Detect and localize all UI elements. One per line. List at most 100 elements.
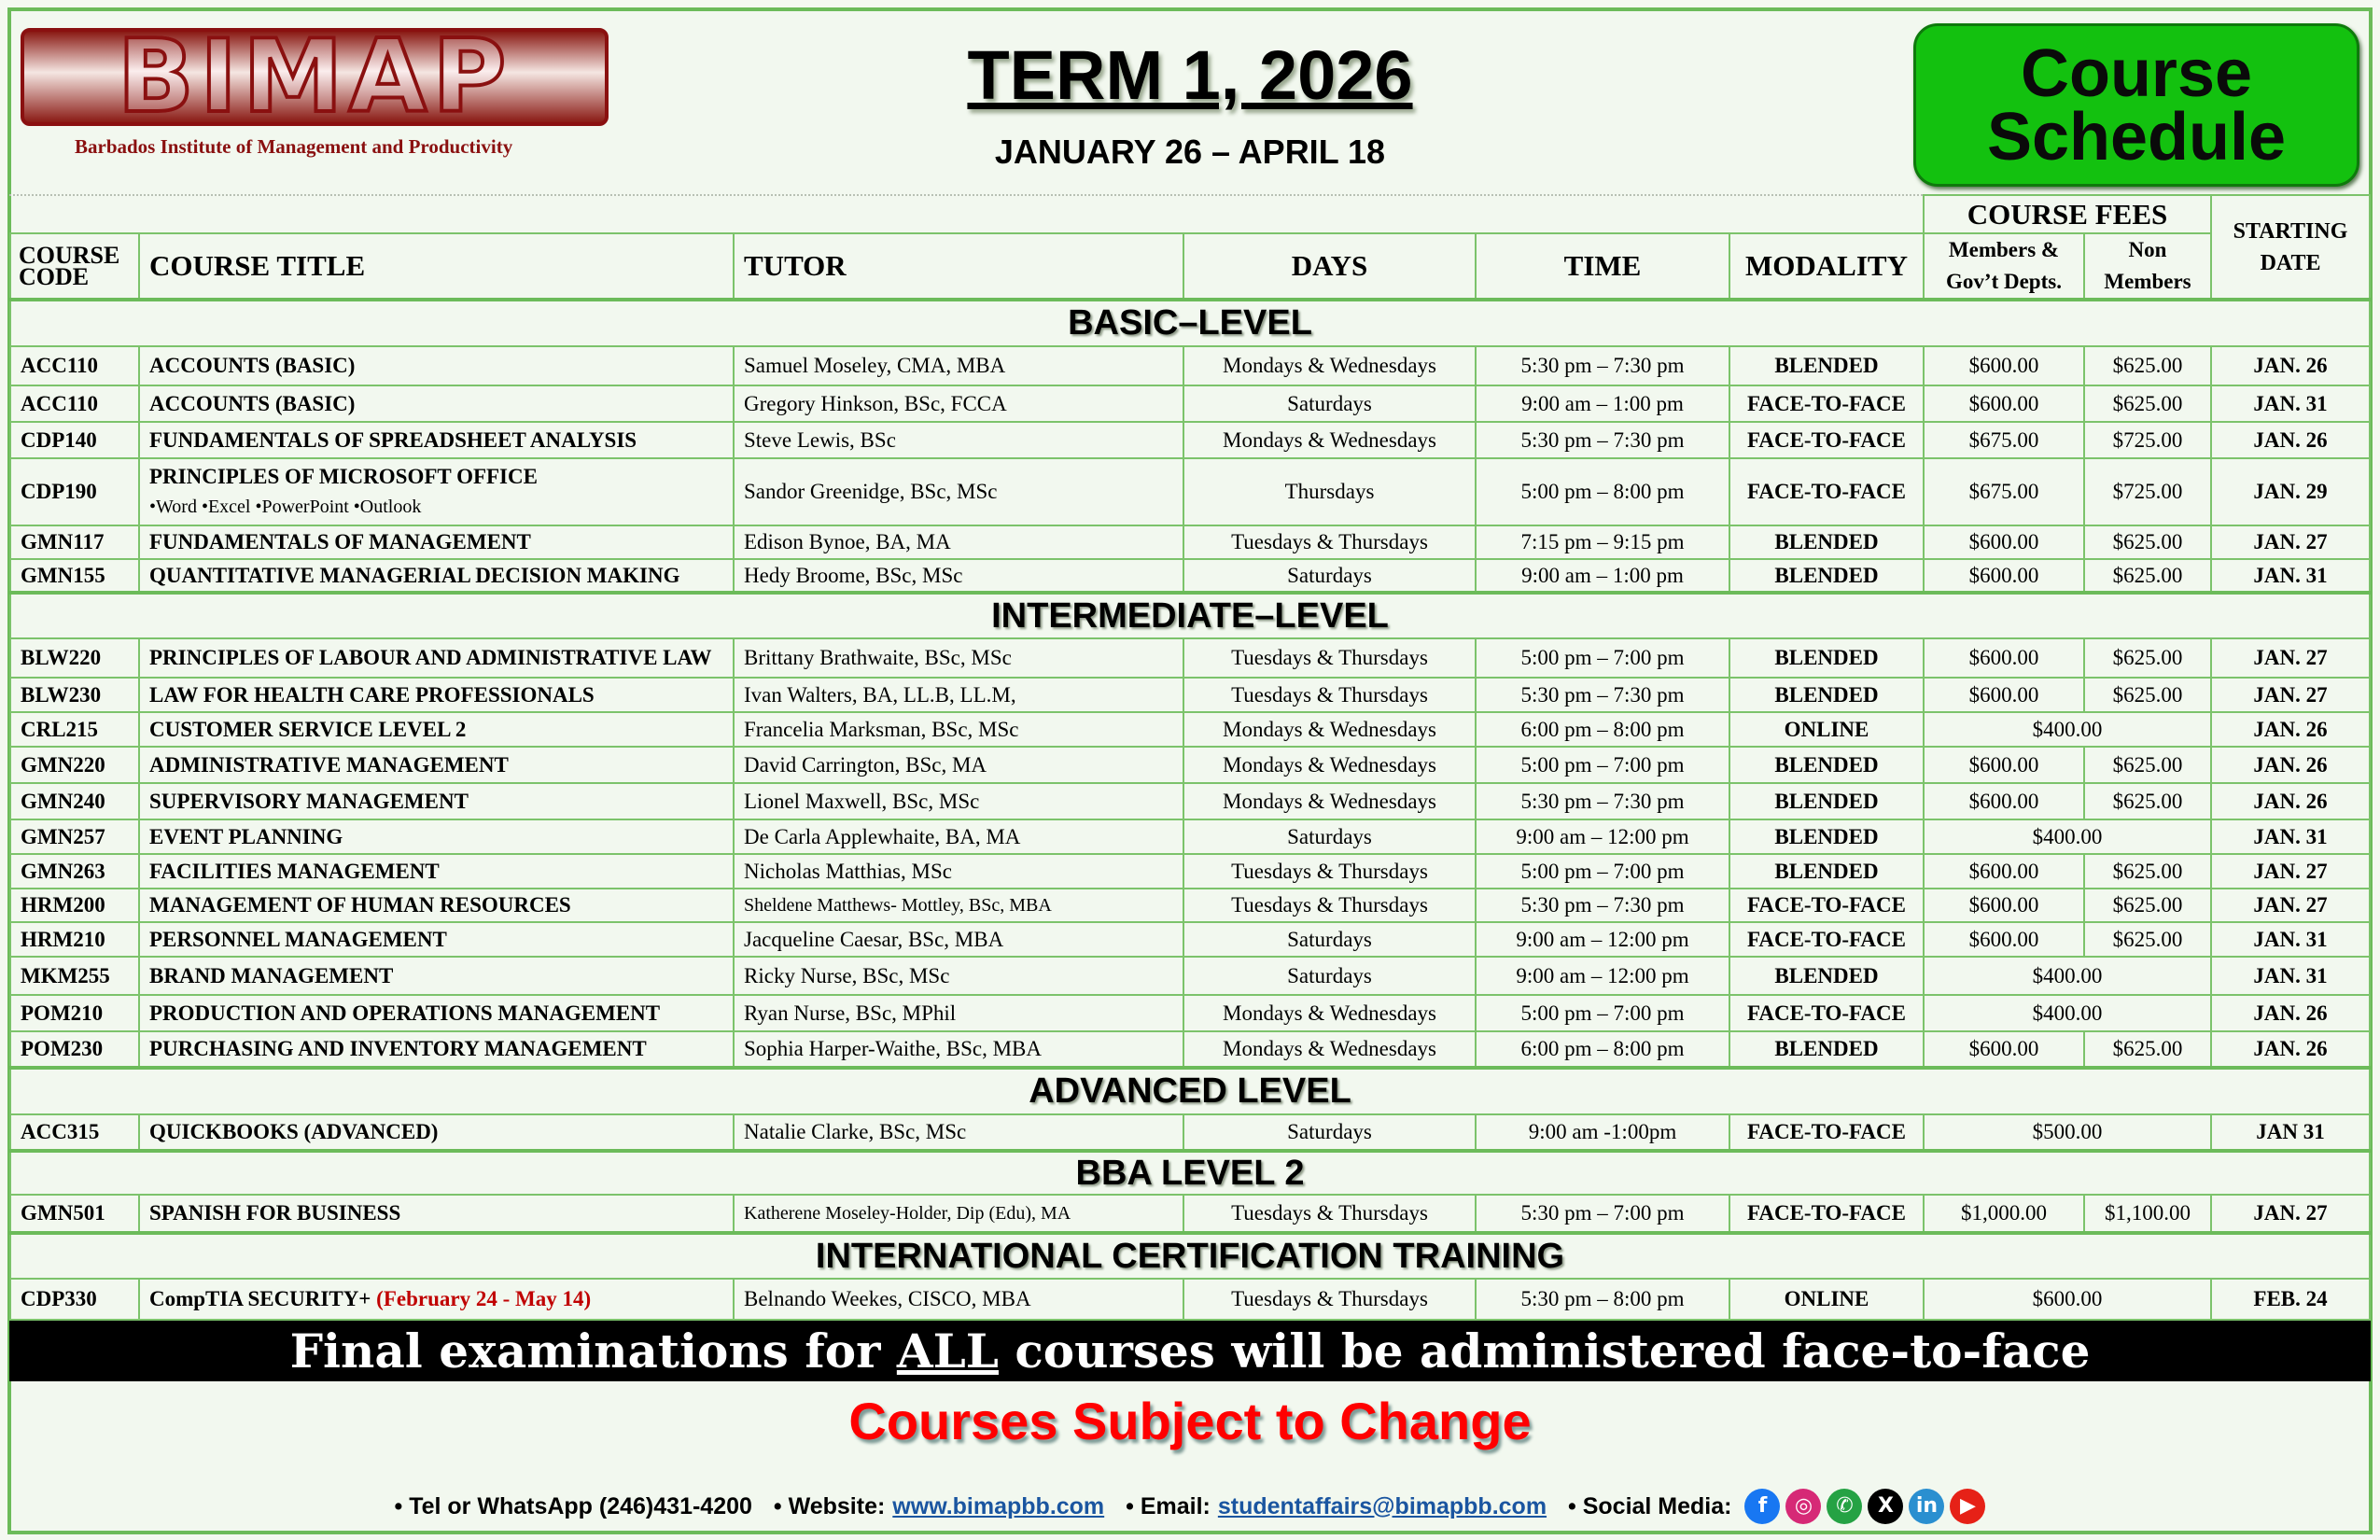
non-members-fee: $625.00	[2082, 637, 2213, 679]
starting-date: JAN. 27	[2210, 677, 2372, 713]
time: 9:00 am – 12:00 pm	[1475, 819, 1730, 855]
members-fee: $675.00	[1923, 457, 2085, 526]
days: Saturdays	[1183, 1113, 1477, 1152]
time: 9:00 am – 12:00 pm	[1475, 956, 1730, 996]
website-link[interactable]: www.bimapbb.com	[892, 1492, 1105, 1519]
modality: ONLINE	[1729, 711, 1925, 748]
course-title: SUPERVISORY MANAGEMENT	[138, 782, 735, 820]
contact-footer: • Tel or WhatsApp (246)431-4200 • Websit…	[0, 1489, 2380, 1524]
time: 9:00 am – 1:00 pm	[1475, 558, 1730, 594]
course-schedule-badge: Course Schedule	[1913, 23, 2359, 187]
linkedin-icon[interactable]: in	[1909, 1489, 1945, 1524]
course-code: CRL215	[9, 711, 140, 748]
course-title: SPANISH FOR BUSINESS	[138, 1194, 735, 1234]
starting-date: JAN. 26	[2210, 994, 2372, 1032]
course-row: POM230 PURCHASING AND INVENTORY MANAGEMEN…	[9, 1030, 2372, 1069]
course-row: HRM200 MANAGEMENT OF HUMAN RESOURCES Sheld…	[9, 888, 2372, 923]
modality: FACE-TO-FACE	[1729, 385, 1925, 423]
modality: BLENDED	[1729, 1030, 1925, 1069]
course-row: HRM210 PERSONNEL MANAGEMENT Jacqueline Cae…	[9, 921, 2372, 958]
course-row: BLW220 PRINCIPLES OF LABOUR AND ADMINISTR…	[9, 637, 2372, 679]
logo-subtitle: Barbados Institute of Management and Pro…	[75, 135, 513, 158]
course-code: GMN155	[9, 558, 140, 594]
course-row: GMN501 SPANISH FOR BUSINESS Katherene Mose…	[9, 1194, 2372, 1234]
section-header: INTERMEDIATE–LEVEL	[8, 591, 2372, 639]
tutor: Sophia Harper-Waithe, BSc, MBA	[733, 1030, 1184, 1069]
members-fee: $600.00	[1923, 525, 2085, 560]
youtube-icon[interactable]: ▶	[1950, 1489, 1986, 1524]
tutor: Francelia Marksman, BSc, MSc	[733, 711, 1184, 748]
modality: BLENDED	[1729, 525, 1925, 560]
course-title: ACCOUNTS (BASIC)	[138, 345, 735, 386]
section-header: BBA LEVEL 2	[8, 1149, 2372, 1196]
modality: FACE-TO-FACE	[1729, 421, 1925, 459]
time: 5:00 pm – 7:00 pm	[1475, 853, 1730, 889]
course-title: PRINCIPLES OF MICROSOFT OFFICE •Word •Exc…	[138, 457, 735, 526]
section-title: BBA LEVEL 2	[8, 1149, 2372, 1196]
modality: BLENDED	[1729, 956, 1925, 996]
course-code-header: COURSE CODE	[9, 232, 140, 301]
facebook-icon[interactable]: f	[1744, 1489, 1781, 1524]
course-title: BRAND MANAGEMENT	[138, 956, 735, 996]
starting-date: JAN. 26	[2210, 1030, 2372, 1069]
tutor: Steve Lewis, BSc	[733, 421, 1184, 459]
members-fee: $600.00	[1923, 782, 2085, 820]
course-code: GMN240	[9, 782, 140, 820]
instagram-icon[interactable]: ◎	[1785, 1489, 1822, 1524]
course-code: GMN501	[9, 1194, 140, 1234]
days: Mondays & Wednesdays	[1183, 345, 1477, 386]
course-code: CDP330	[9, 1278, 140, 1321]
course-title: FACILITIES MANAGEMENT	[138, 853, 735, 889]
non-members-fee: $625.00	[2082, 782, 2213, 820]
section-header: BASIC–LEVEL	[8, 298, 2372, 347]
course-row: CRL215 CUSTOMER SERVICE LEVEL 2 Francelia …	[9, 711, 2372, 748]
starting-date: JAN. 31	[2210, 956, 2372, 996]
modality: BLENDED	[1729, 558, 1925, 594]
course-title: PRINCIPLES OF LABOUR AND ADMINISTRATIVE …	[138, 637, 735, 679]
tutor: Ricky Nurse, BSc, MSc	[733, 956, 1184, 996]
schedule-table: COURSE FEES STARTING DATE COURSE CODE CO…	[8, 194, 2372, 1321]
starting-date: JAN. 27	[2210, 637, 2372, 679]
days: Tuesdays & Thursdays	[1183, 1278, 1477, 1321]
non-members-fee: $625.00	[2082, 677, 2213, 713]
course-title-text: FUNDAMENTALS OF MANAGEMENT	[149, 530, 531, 553]
course-title: LAW FOR HEALTH CARE PROFESSIONALS	[138, 677, 735, 713]
course-row: CDP190 PRINCIPLES OF MICROSOFT OFFICE •Wor…	[9, 457, 2372, 526]
time: 5:30 pm – 7:30 pm	[1475, 421, 1730, 459]
starting-date: JAN. 27	[2210, 525, 2372, 560]
course-row: POM210 PRODUCTION AND OPERATIONS MANAGEME…	[9, 994, 2372, 1032]
course-fees-header: COURSE FEES	[1922, 194, 2213, 234]
whatsapp-icon[interactable]: ✆	[1827, 1489, 1863, 1524]
course-title-text: MANAGEMENT OF HUMAN RESOURCES	[149, 893, 571, 917]
time: 5:30 pm – 8:00 pm	[1475, 1278, 1730, 1321]
days: Mondays & Wednesdays	[1183, 711, 1477, 748]
days: Tuesdays & Thursdays	[1183, 677, 1477, 713]
course-fee: $400.00	[1922, 956, 2213, 996]
starting-date: JAN. 27	[2210, 853, 2372, 889]
modality: BLENDED	[1729, 345, 1925, 386]
tutor: Natalie Clarke, BSc, MSc	[733, 1113, 1184, 1152]
modality: BLENDED	[1729, 819, 1925, 855]
modality: FACE-TO-FACE	[1729, 1113, 1925, 1152]
course-row: CDP140 FUNDAMENTALS OF SPREADSHEET ANALYS…	[9, 421, 2372, 459]
bimap-logo: BIMAP	[21, 28, 609, 126]
members-fee: $600.00	[1923, 677, 2085, 713]
course-row: ACC315 QUICKBOOKS (ADVANCED) Natalie Clark…	[9, 1113, 2372, 1152]
course-code: BLW230	[9, 677, 140, 713]
course-fee: $400.00	[1922, 711, 2213, 748]
course-code: BLW220	[9, 637, 140, 679]
modality: BLENDED	[1729, 782, 1925, 820]
course-title: CompTIA SECURITY+ (February 24 - May 14)	[138, 1278, 735, 1321]
x-icon[interactable]: X	[1868, 1489, 1904, 1524]
course-row: CDP330 CompTIA SECURITY+ (February 24 - M…	[9, 1278, 2372, 1321]
email-link[interactable]: studentaffairs@bimapbb.com	[1217, 1492, 1547, 1519]
section-title: INTERNATIONAL CERTIFICATION TRAINING	[8, 1231, 2372, 1280]
days-header: DAYS	[1183, 232, 1477, 301]
course-row: GMN263 FACILITIES MANAGEMENT Nicholas Matt…	[9, 853, 2372, 889]
section-header: ADVANCED LEVEL	[8, 1066, 2372, 1115]
tutor: Belnando Weekes, CISCO, MBA	[733, 1278, 1184, 1321]
starting-date: JAN. 29	[2210, 457, 2372, 526]
starting-date: JAN. 26	[2210, 421, 2372, 459]
course-code: HRM200	[9, 888, 140, 923]
course-title-text: ACCOUNTS (BASIC)	[149, 354, 356, 377]
